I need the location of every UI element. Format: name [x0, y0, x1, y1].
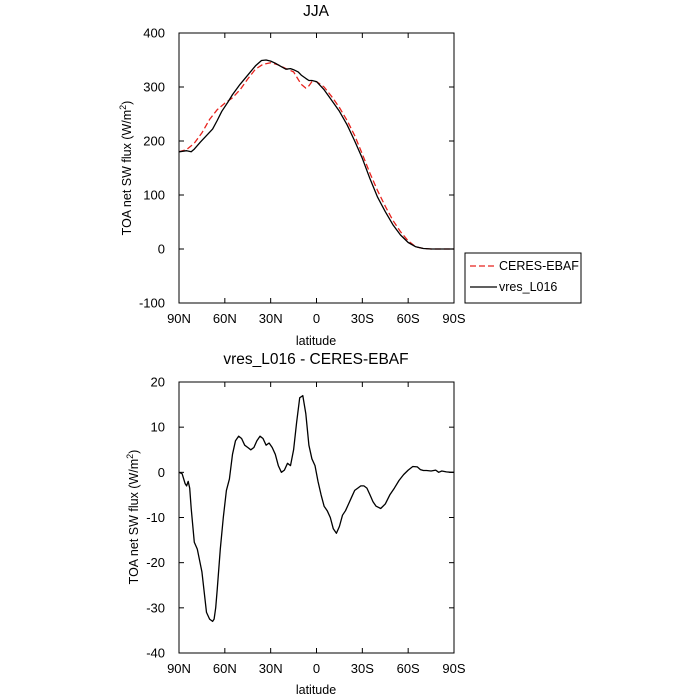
- bottom-chart-ylabel: TOA net SW flux (W/m2): [125, 450, 141, 585]
- top-series-line-vres-l016: [178, 59, 454, 250]
- bottom-xtick-label: 60N: [213, 661, 237, 676]
- legend-label-vres: vres_L016: [499, 280, 557, 294]
- top-ytick-label: 400: [143, 26, 165, 41]
- top-chart-frame: [178, 32, 455, 304]
- top-ytick-label: -100: [139, 296, 165, 311]
- top-xtick-label: 60S: [397, 311, 420, 326]
- top-ytick-label: 0: [158, 242, 165, 257]
- top-chart-curves: [178, 59, 454, 250]
- bottom-chart: vres_L016 - CERES-EBAF 90N 60N 30N 0 30S 60S 9…: [125, 351, 466, 697]
- bottom-xtick-label: 30N: [259, 661, 283, 676]
- top-chart: JJA 90N 60N 30N 0 30S 60S 90S -100 0 100 200 300 400…: [118, 3, 582, 348]
- bottom-xtick-label: 90N: [167, 661, 191, 676]
- top-chart-title: JJA: [303, 3, 330, 20]
- legend-label-ceres: CERES-EBAF: [499, 259, 579, 273]
- top-xtick-label: 30S: [351, 311, 374, 326]
- top-chart-xlabel: latitude: [296, 334, 336, 348]
- top-ytick-label: 300: [143, 80, 165, 95]
- bottom-chart-frame: [178, 381, 455, 654]
- top-xtick-label: 90N: [167, 311, 191, 326]
- top-xtick-label: 30N: [259, 311, 283, 326]
- top-xtick-label: 90S: [442, 311, 465, 326]
- top-ytick-label: 100: [143, 188, 165, 203]
- top-ytick-label: 200: [143, 134, 165, 149]
- bottom-xtick-label: 0: [313, 661, 320, 676]
- bottom-ytick-label: 20: [151, 375, 165, 390]
- bottom-xtick-label: 60S: [397, 661, 420, 676]
- bottom-ytick-label: -10: [146, 510, 165, 525]
- bottom-ytick-label: -20: [146, 555, 165, 570]
- bottom-xtick-label: 90S: [442, 661, 465, 676]
- top-series-line-ceres-ebaf: [178, 62, 454, 250]
- bottom-chart-ticks: 90N 60N 30N 0 30S 60S 90S -40 -30 -20 -10 0 10 20: [146, 375, 466, 677]
- top-xtick-label: 60N: [213, 311, 237, 326]
- bottom-chart-xlabel: latitude: [296, 683, 336, 697]
- bottom-ytick-label: 0: [158, 465, 165, 480]
- bottom-ytick-label: 10: [151, 420, 165, 435]
- top-chart-legend: CERES-EBAF vres_L016: [464, 252, 582, 304]
- bottom-ytick-label: -30: [146, 600, 165, 615]
- bottom-xtick-label: 30S: [351, 661, 374, 676]
- top-chart-ticks: 90N 60N 30N 0 30S 60S 90S -100 0 100 200 300 400: [139, 26, 466, 327]
- bottom-chart-title: vres_L016 - CERES-EBAF: [223, 351, 408, 368]
- legend-box: [464, 252, 582, 304]
- bottom-series-line-0: [178, 394, 454, 623]
- bottom-chart-curves: [178, 394, 454, 623]
- bottom-ytick-label: -40: [146, 646, 165, 661]
- top-xtick-label: 0: [313, 311, 320, 326]
- top-chart-ylabel: TOA net SW flux (W/m2): [118, 101, 134, 236]
